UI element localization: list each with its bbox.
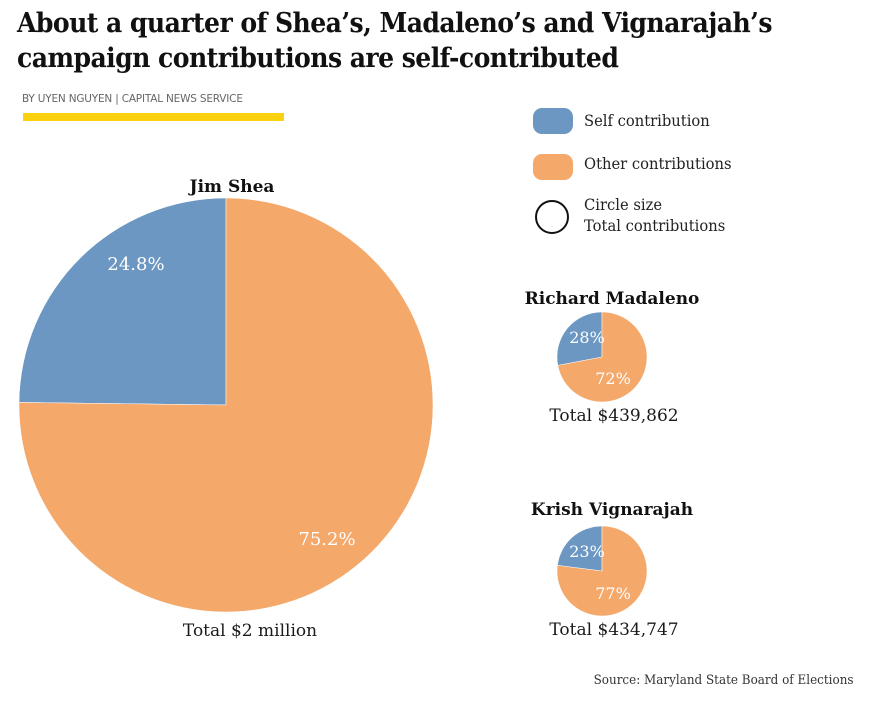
pie-candidate-name: Jim Shea	[188, 177, 275, 197]
pie-slice-other	[557, 311, 648, 403]
slice-label-self: 28%	[569, 328, 605, 347]
byline: BY UYEN NGUYEN | CAPITAL NEWS SERVICE	[22, 93, 243, 105]
legend-size-line1: Circle size	[584, 195, 663, 214]
legend-swatch-self	[533, 108, 573, 134]
legend-swatch-other	[533, 154, 573, 180]
slice-label-other: 72%	[595, 369, 631, 388]
pie-2: 23% 77% Krish Vignarajah Total $434,747	[531, 500, 693, 640]
chart-title: About a quarter of Shea’s, Madaleno’s an…	[17, 8, 772, 74]
legend-label-self: Self contribution	[584, 111, 710, 130]
pie-total-label: Total $439,862	[549, 406, 678, 426]
source-note: Source: Maryland State Board of Election…	[594, 673, 854, 688]
legend-size-line2: Total contributions	[584, 216, 726, 235]
slice-label-other: 77%	[595, 584, 631, 603]
pie-1: 28% 72% Richard Madaleno Total $439,862	[525, 289, 700, 426]
pie-slice-other	[556, 525, 648, 617]
pie-slice-self	[557, 525, 603, 572]
slice-label-other: 75.2%	[298, 529, 355, 550]
circle-size-icon	[535, 200, 569, 234]
pie-total-label: Total $434,747	[549, 620, 678, 640]
pie-total-label: Total $2 million	[183, 621, 317, 641]
pie-slice-other	[18, 197, 434, 613]
byline-underline	[23, 113, 284, 121]
legend-label-other: Other contributions	[584, 154, 732, 173]
pie-candidate-name: Krish Vignarajah	[531, 500, 693, 520]
slice-label-self: 23%	[569, 542, 605, 561]
slice-label-self: 24.8%	[107, 254, 164, 275]
pie-slice-self	[18, 197, 227, 406]
pie-0: 24.8% 75.2% Jim Shea Total $2 million	[18, 177, 434, 641]
pie-slice-self	[556, 311, 603, 366]
legend-label-size: Circle size Total contributions	[584, 194, 725, 236]
pie-candidate-name: Richard Madaleno	[525, 289, 700, 309]
